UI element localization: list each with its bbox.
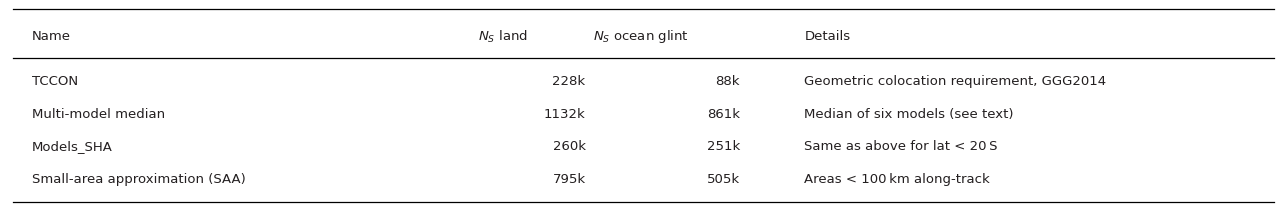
Text: Multi-model median: Multi-model median [32,108,165,121]
Text: Models_SHA: Models_SHA [32,140,113,153]
Text: $N_S$ ocean glint: $N_S$ ocean glint [593,28,689,45]
Text: $N_S$ land: $N_S$ land [477,29,528,45]
Text: 795k: 795k [552,173,586,186]
Text: 251k: 251k [707,140,740,153]
Text: Small-area approximation (SAA): Small-area approximation (SAA) [32,173,246,186]
Text: Geometric colocation requirement, GGG2014: Geometric colocation requirement, GGG201… [804,75,1107,88]
Text: TCCON: TCCON [32,75,79,88]
Text: 1132k: 1132k [544,108,586,121]
Text: Median of six models (see text): Median of six models (see text) [804,108,1014,121]
Text: 260k: 260k [552,140,586,153]
Text: Name: Name [32,30,71,43]
Text: Details: Details [804,30,851,43]
Text: 228k: 228k [552,75,586,88]
Text: 88k: 88k [716,75,740,88]
Text: Same as above for lat < 20 S: Same as above for lat < 20 S [804,140,997,153]
Text: 505k: 505k [707,173,740,186]
Text: Areas < 100 km along-track: Areas < 100 km along-track [804,173,990,186]
Text: 861k: 861k [707,108,740,121]
